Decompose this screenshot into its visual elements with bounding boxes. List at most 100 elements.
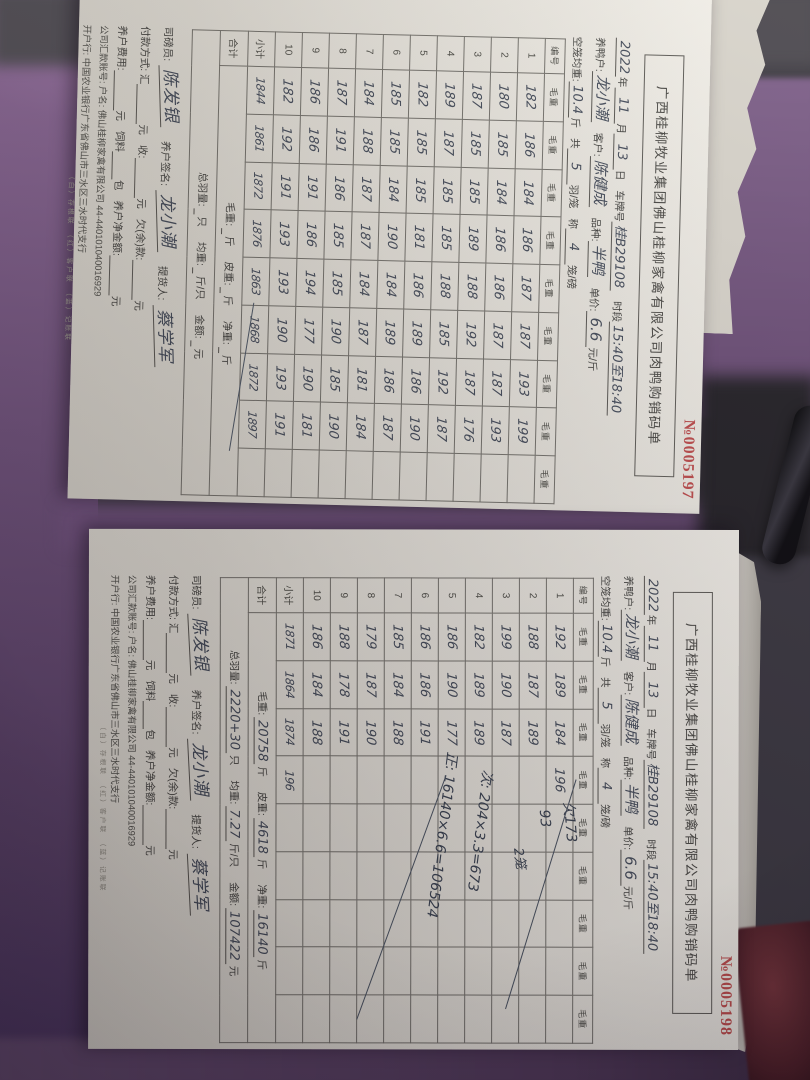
per-cage-unit: 羽/笼 [566, 184, 580, 209]
weight-value: 186 [302, 221, 319, 249]
total-birds-value: 2220+30 [225, 686, 242, 754]
row-number: 3 [463, 36, 492, 73]
day-label: 日 [644, 707, 657, 719]
weight-cell: 192 [546, 613, 574, 661]
empty-cage-avg-label: 空笼均重: [569, 36, 583, 82]
weight-cell: 193 [481, 406, 510, 455]
form-title: 广西桂柳牧业集团佛山桂柳家禽有限公司肉鸭购销码单 [672, 591, 713, 1014]
weight-cell: 187 [352, 164, 381, 213]
price-label: 单价: [587, 287, 600, 312]
jin-unit: 斤 [219, 354, 233, 366]
bank-line: 开户行: 中国农业银行广东省佛山市三水区三水时代支行 [109, 574, 120, 804]
weight-value: 188 [389, 719, 406, 746]
weight-value: 193 [274, 268, 290, 296]
weight-cell: 185 [429, 309, 458, 358]
weigher-label: 司磅员: [189, 575, 202, 610]
bag-unit: 包 [143, 729, 156, 740]
total-row: 合计 毛重:20758斤 皮重:4618斤 净重:16140斤 [247, 577, 277, 1043]
jin-unit: 斤 [222, 235, 235, 247]
weight-cell [411, 756, 439, 805]
weight-cell: 184 [379, 164, 408, 214]
weight-value: 182 [414, 80, 430, 108]
weight-value: 188 [524, 623, 541, 651]
weight-value: 189 [470, 719, 487, 746]
row-number: 2 [519, 578, 547, 614]
weight-cell: 186 [374, 355, 403, 405]
net-value: 16140 [253, 910, 270, 958]
gross-label: 毛重: [223, 202, 236, 227]
weight-cell: 186 [485, 215, 515, 264]
weight-cell: 186 [401, 356, 430, 406]
weight-cell [275, 851, 303, 900]
weight-value: 187 [356, 222, 373, 250]
price-label: 单价: [621, 826, 634, 851]
col-header-weight: 毛重 [542, 121, 564, 170]
tare-line: 空笼均重: 10.4 斤 共 5 羽/笼 称 4 笼/磅 [597, 576, 621, 1042]
weight-value: 178 [335, 671, 352, 698]
feed-label: 饲料 [112, 130, 126, 153]
empty-cage-avg-value: 10.4 [597, 620, 614, 657]
weight-value: 190 [325, 413, 341, 440]
weight-cell: 177 [438, 708, 466, 757]
weight-cell: 189 [435, 70, 464, 120]
per-cage-label: 共 [568, 137, 581, 149]
row-number: 1 [546, 578, 574, 614]
receive-label: 收: [135, 144, 149, 159]
weight-value: 199 [497, 623, 514, 651]
weight-value: 1876 [249, 219, 265, 248]
feed-label: 饲料 [143, 680, 156, 702]
tare-value [219, 287, 236, 294]
time-value: 15:40至18:40 [643, 860, 664, 955]
weight-value: 180 [495, 82, 511, 110]
weight-value: 185 [328, 269, 344, 297]
weight-cell [491, 899, 519, 948]
day-label: 日 [613, 169, 626, 181]
weight-cell: 184 [546, 708, 574, 757]
per-cage-value: 5 [566, 148, 584, 185]
weight-cell: 184 [349, 259, 378, 309]
weight-cell [410, 947, 438, 996]
weight-row: 6 186 186 191 [410, 577, 439, 1043]
weight-cell: 187 [510, 311, 539, 360]
weight-value: 1861 [252, 123, 267, 153]
weight-value: 184 [308, 671, 325, 698]
weight-cell: 1861 [245, 113, 274, 163]
date-year: 2022 [643, 575, 660, 615]
weight-value: 185 [438, 177, 455, 204]
weight-cell [464, 899, 492, 948]
weight-value: 186 [416, 671, 433, 698]
weight-value: 188 [359, 127, 375, 155]
weight-cell [302, 994, 330, 1043]
weight-cell: 178 [330, 660, 358, 709]
weight-cell: 187 [455, 357, 484, 407]
weigh-unit: 笼/磅 [564, 264, 578, 290]
customer-value: 陈健成 [620, 695, 643, 747]
per-cage-label: 共 [598, 677, 611, 688]
weight-cell: 184 [303, 660, 331, 709]
weight-cell [345, 450, 374, 500]
weight-cell: 186 [300, 67, 329, 116]
receive-blank [133, 158, 147, 199]
row-number: 6 [411, 577, 439, 613]
weight-cell: 186 [484, 263, 513, 312]
weight-cell: 185 [431, 214, 461, 263]
net-label: 净重: [220, 320, 233, 345]
weight-value: 182 [279, 77, 295, 105]
pickup-signature: 蔡学军 [152, 304, 181, 367]
time-label: 时段 [609, 300, 623, 323]
weight-cell: 184 [346, 403, 375, 452]
time-value: 15:40至18:40 [606, 321, 629, 417]
plate-label: 车牌号 [612, 190, 626, 223]
amount-value: 107422 [225, 908, 242, 964]
owe-label: 欠(余)款: [166, 767, 179, 810]
weight-cell: 186 [303, 612, 331, 661]
weight-cell: 199 [492, 613, 520, 661]
weight-cell: 185 [407, 117, 436, 167]
account-line: 公司汇款账号: 户名: 佛山桂柳家禽有限公司 44-44010104001692… [126, 574, 137, 847]
row-number: 小计 [247, 31, 276, 67]
col-header-weight: 毛重 [572, 947, 593, 996]
row-number: 10 [303, 577, 331, 613]
weight-value: 189 [381, 319, 397, 346]
margin-note: 2笼 [510, 846, 528, 871]
weight-cell: 188 [519, 613, 547, 661]
